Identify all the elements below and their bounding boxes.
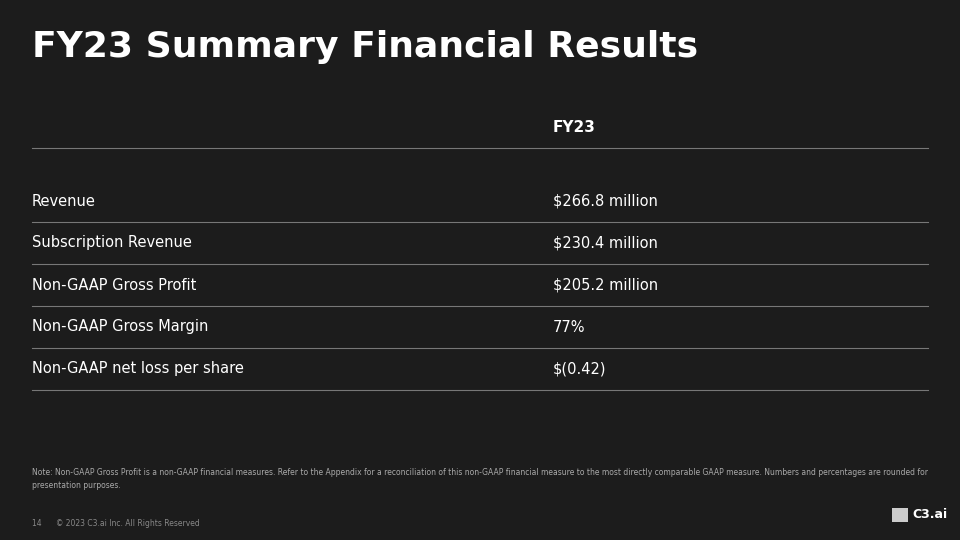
Text: Non-GAAP Gross Profit: Non-GAAP Gross Profit <box>32 278 197 293</box>
Text: C3.ai: C3.ai <box>912 509 948 522</box>
Text: 77%: 77% <box>553 320 586 334</box>
Text: Note: Non-GAAP Gross Profit is a non-GAAP financial measures. Refer to the Appen: Note: Non-GAAP Gross Profit is a non-GAA… <box>32 468 928 489</box>
Text: Revenue: Revenue <box>32 193 96 208</box>
Text: $205.2 million: $205.2 million <box>553 278 659 293</box>
Text: Subscription Revenue: Subscription Revenue <box>32 235 192 251</box>
Text: Non-GAAP net loss per share: Non-GAAP net loss per share <box>32 361 244 376</box>
Text: FY23: FY23 <box>553 120 596 136</box>
Text: 14      © 2023 C3.ai Inc. All Rights Reserved: 14 © 2023 C3.ai Inc. All Rights Reserved <box>32 519 200 529</box>
Text: FY23 Summary Financial Results: FY23 Summary Financial Results <box>32 30 698 64</box>
Text: $266.8 million: $266.8 million <box>553 193 658 208</box>
Text: $(0.42): $(0.42) <box>553 361 607 376</box>
FancyBboxPatch shape <box>892 508 908 522</box>
Text: Non-GAAP Gross Margin: Non-GAAP Gross Margin <box>32 320 208 334</box>
Text: $230.4 million: $230.4 million <box>553 235 658 251</box>
